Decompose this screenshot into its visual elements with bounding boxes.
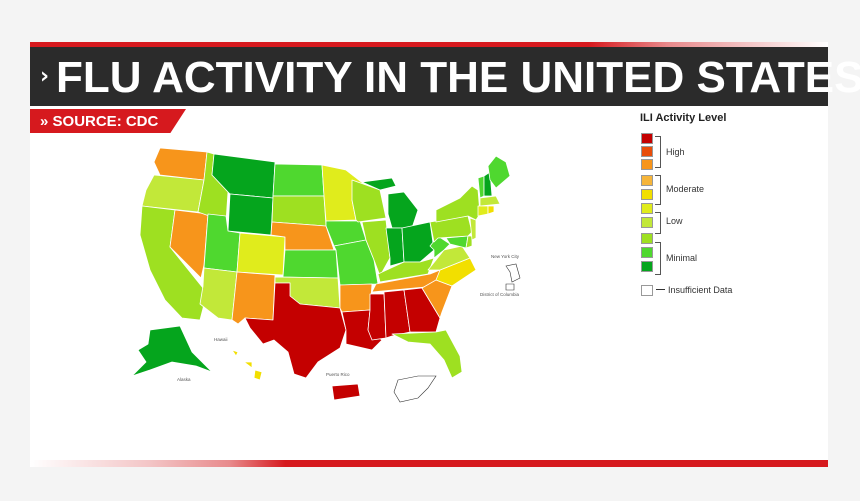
state-OR — [141, 174, 205, 213]
state-VA — [427, 245, 471, 271]
state-MD — [445, 235, 469, 249]
legend-label-low: Low — [666, 216, 683, 226]
page-title: FLU ACTIVITY IN THE UNITED STATES — [56, 53, 860, 102]
legend-bracket-high — [655, 136, 661, 168]
legend-swatch-level-5 — [641, 203, 653, 214]
state-TX — [244, 282, 347, 379]
nyc-label: New York City — [491, 254, 520, 259]
state-ND — [272, 163, 325, 197]
legend-swatch-level-1 — [641, 261, 653, 272]
state-SC — [421, 279, 453, 319]
nyc-inset — [505, 263, 521, 283]
legend-bracket-moderate — [655, 175, 661, 205]
state-ME — [487, 155, 511, 189]
legend-swatch-level-2 — [641, 247, 653, 258]
legend-swatch-level-8 — [641, 159, 653, 170]
alaska-label: Alaska — [177, 377, 191, 382]
state-KS — [282, 249, 339, 279]
dc-label: District of Columbia — [480, 292, 520, 297]
bottom-stripe — [30, 460, 828, 467]
state-FL — [391, 329, 463, 379]
state-PR — [331, 383, 361, 401]
state-SD — [271, 195, 327, 227]
state-MS — [367, 293, 387, 341]
state-NY — [435, 185, 481, 223]
double-chevron-icon: » — [40, 113, 49, 130]
legend-label-minimal: Minimal — [666, 253, 698, 263]
legend-swatch-level-10 — [641, 133, 653, 144]
state-WY — [227, 193, 274, 236]
state-DE — [465, 235, 473, 249]
state-HI — [231, 349, 263, 381]
state-NC — [435, 257, 477, 287]
legend-swatch-level-3 — [641, 233, 653, 244]
virgin-islands-outline — [393, 375, 437, 403]
title-bar — [30, 47, 828, 106]
state-VT — [477, 175, 485, 199]
state-CT — [477, 205, 489, 217]
legend-swatch-level-9 — [641, 146, 653, 157]
legend-swatch-level-6 — [641, 189, 653, 200]
top-stripe — [30, 42, 828, 47]
source-badge: » SOURCE: CDC — [30, 109, 186, 133]
state-AZ — [199, 267, 238, 321]
state-GA — [403, 287, 441, 333]
state-OH — [401, 221, 435, 263]
dc-inset — [505, 283, 515, 291]
legend-bracket-low — [655, 212, 661, 234]
legend-swatch-level-4 — [641, 217, 653, 228]
legend-label-moderate: Moderate — [666, 184, 705, 194]
state-WA — [153, 147, 208, 181]
state-MA — [479, 195, 501, 207]
legend-title: ILI Activity Level — [640, 112, 727, 124]
state-AK — [131, 325, 213, 377]
state-IN — [385, 227, 405, 267]
chevron-icon: › — [40, 64, 50, 89]
source-label: SOURCE: CDC — [52, 113, 159, 130]
legend-swatch-level-7 — [641, 175, 653, 186]
state-AR — [339, 283, 373, 313]
state-RI — [487, 205, 495, 215]
state-CO — [236, 232, 286, 276]
legend-swatch-insufficient — [641, 285, 653, 296]
hawaii-label: Hawaii — [214, 337, 228, 342]
legend-label-insufficient: Insufficient Data — [668, 285, 733, 295]
legend-label-high: High — [666, 147, 685, 157]
legend-dash — [656, 289, 665, 290]
puerto-rico-label: Puerto Rico — [326, 372, 350, 377]
legend-bracket-minimal — [655, 242, 661, 275]
state-NM — [231, 271, 276, 325]
